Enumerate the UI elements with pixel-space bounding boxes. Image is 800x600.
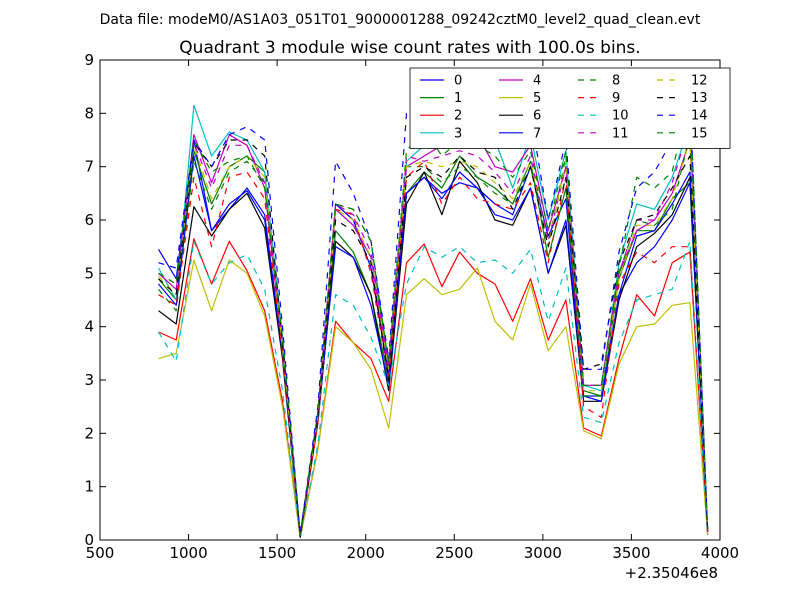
- x-tick-label: 3000: [524, 544, 562, 562]
- y-tick-label: 9: [84, 51, 94, 69]
- series-line-10: [157, 240, 709, 538]
- plot-frame: [99, 59, 721, 541]
- series-line-9: [158, 160, 709, 536]
- legend-label-0: 0: [454, 74, 462, 89]
- legend-label-4: 4: [533, 74, 541, 89]
- x-tick-label: 500: [86, 544, 115, 562]
- x-tick-label: 3500: [612, 544, 650, 562]
- legend-label-5: 5: [533, 91, 541, 106]
- x-offset-label: +2.35046e8: [625, 564, 718, 582]
- y-tick-label: 0: [84, 531, 94, 549]
- legend-label-14: 14: [691, 109, 708, 124]
- x-tick-label: 4000: [701, 544, 739, 562]
- x-tick-label: 1500: [258, 544, 296, 562]
- series-layer: [157, 80, 709, 538]
- legend-label-6: 6: [533, 109, 541, 124]
- y-tick-label: 1: [84, 478, 94, 496]
- y-tick-label: 5: [84, 264, 94, 282]
- series-line-5: [158, 259, 709, 538]
- legend-label-2: 2: [454, 109, 462, 124]
- y-tick-label: 4: [84, 318, 94, 336]
- ticks-layer: 500 1000 1500 2000 2500 3000 3500 4000012345678…: [84, 51, 739, 562]
- legend-label-13: 13: [691, 91, 708, 106]
- y-tick-label: 6: [84, 211, 94, 229]
- legend-label-9: 9: [612, 91, 620, 106]
- legend-label-10: 10: [612, 109, 629, 124]
- legend-label-3: 3: [454, 126, 462, 141]
- y-tick-label: 7: [84, 158, 94, 176]
- legend-label-1: 1: [454, 91, 462, 106]
- x-tick-label: 2000: [347, 544, 385, 562]
- series-line-6: [158, 160, 709, 538]
- legend-label-7: 7: [533, 126, 541, 141]
- chart-title: Quadrant 3 module wise count rates with …: [179, 38, 640, 58]
- y-tick-label: 2: [84, 424, 94, 442]
- legend-label-12: 12: [691, 74, 708, 89]
- series-line-2: [158, 238, 709, 538]
- y-tick-label: 3: [84, 371, 94, 389]
- legend-box: [409, 67, 731, 149]
- y-tick-label: 8: [84, 104, 94, 122]
- legend-label-8: 8: [612, 74, 620, 89]
- figure-suptitle: Data file: modeM0/AS1A03_051T01_90000012…: [100, 12, 701, 28]
- series-line-7: [158, 155, 709, 536]
- legend-label-11: 11: [612, 126, 629, 141]
- x-tick-label: 1000: [169, 544, 207, 562]
- x-tick-label: 2500: [435, 544, 473, 562]
- legend-label-15: 15: [691, 126, 708, 141]
